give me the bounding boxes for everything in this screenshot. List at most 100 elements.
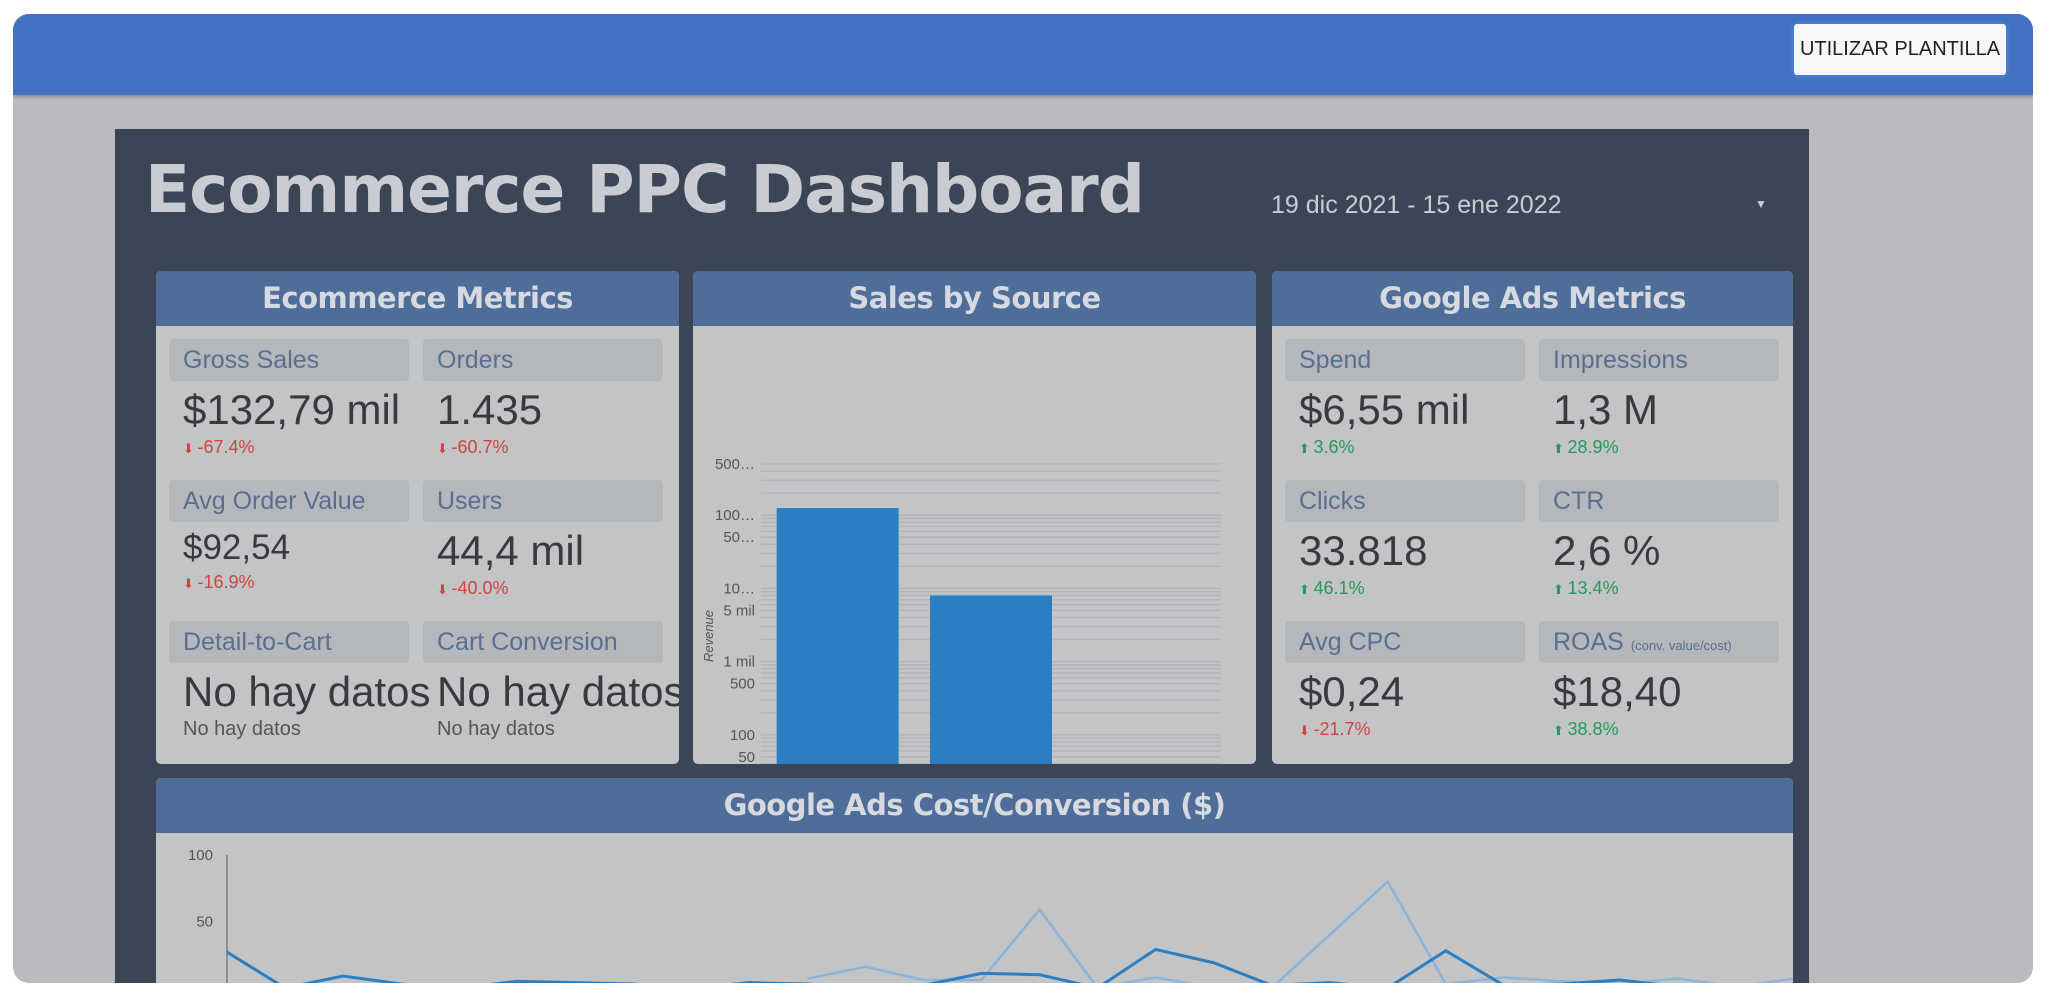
metric-change-text: 38.8% — [1567, 719, 1619, 739]
y-tick-label: 50… — [723, 529, 755, 546]
metric-label-text: ROAS — [1553, 628, 1624, 656]
metric-label: Avg CPC — [1285, 621, 1525, 663]
metric-label-text: Avg CPC — [1299, 628, 1402, 656]
arrow-up-icon: ⬆ — [1299, 441, 1310, 456]
metric-tile: Avg Order Value $92,54 ⬇ -16.9% — [169, 480, 409, 621]
metric-change: ⬆ 38.8% — [1539, 717, 1779, 743]
panel-title: Ecommerce Metrics — [156, 271, 679, 326]
y-tick-label: 100 — [188, 847, 213, 864]
metric-label-text: Avg Order Value — [183, 487, 366, 515]
metric-label: ROAS (conv. value/cost) — [1539, 621, 1779, 663]
metric-change: ⬆ 46.1% — [1285, 576, 1525, 602]
metric-label-text: Detail-to-Cart — [183, 628, 332, 656]
metric-value: 1.435 — [437, 386, 543, 433]
panel-title: Google Ads Cost/Conversion ($) — [156, 778, 1793, 833]
series-line-1 — [226, 947, 1660, 983]
dropdown-caret-icon: ▼ — [1755, 197, 1767, 211]
sales-by-source-panel: Sales by Source 500… 100… 50… 10… 5 mil 1 mil… — [693, 271, 1256, 764]
google-ads-metrics-panel: Google Ads Metrics Spend $6,55 mil ⬆ 3.6% I… — [1272, 271, 1793, 764]
metric-change: ⬆ 3.6% — [1285, 435, 1525, 461]
metric-tile: Avg CPC $0,24 ⬇ -21.7% — [1285, 621, 1525, 762]
metric-tile: Gross Sales $132,79 mil ⬇ -67.4% — [169, 339, 409, 480]
date-range-text: 19 dic 2021 - 15 ene 2022 — [1271, 191, 1562, 219]
metric-change: ⬇ -60.7% — [423, 435, 663, 461]
y-tick-label: 100… — [715, 507, 755, 524]
cost-per-conversion-chart: 100 50 0 — [188, 847, 1793, 983]
metric-value: $18,40 — [1553, 668, 1682, 715]
arrow-down-icon: ⬇ — [1299, 723, 1310, 738]
metric-change-text: -21.7% — [1313, 719, 1371, 739]
metric-label: Gross Sales — [169, 339, 409, 381]
metric-change-text: 13.4% — [1567, 578, 1619, 598]
metric-change-text: No hay datos — [183, 718, 301, 740]
metric-change-text: -67.4% — [197, 437, 255, 457]
metric-label-text: Orders — [437, 346, 514, 374]
metric-tile: Orders 1.435 ⬇ -60.7% — [423, 339, 663, 480]
panel-title: Google Ads Metrics — [1272, 271, 1793, 326]
metric-value: 33.818 — [1299, 527, 1428, 574]
metric-change: ⬇ -67.4% — [169, 435, 409, 461]
arrow-up-icon: ⬆ — [1299, 582, 1310, 597]
metric-label: Users — [423, 480, 663, 522]
arrow-up-icon: ⬆ — [1553, 723, 1564, 738]
metric-value: $6,55 mil — [1299, 386, 1470, 433]
series-line-2 — [807, 879, 1793, 983]
metric-change-text: No hay datos — [437, 718, 555, 740]
metric-label: Avg Order Value — [169, 480, 409, 522]
metric-change-text: -60.7% — [451, 437, 509, 457]
metric-tile: CTR 2,6 % ⬆ 13.4% — [1539, 480, 1779, 621]
metric-change: No hay datos — [169, 717, 409, 743]
dashboard-canvas: Ecommerce PPC Dashboard 19 dic 2021 - 15… — [115, 129, 1809, 983]
page-title: Ecommerce PPC Dashboard — [145, 151, 1145, 228]
metric-sublabel: (conv. value/cost) — [1630, 638, 1732, 653]
y-axis-label: Revenue — [701, 610, 716, 662]
use-template-button[interactable]: UTILIZAR PLANTILLA — [1794, 24, 2006, 75]
y-tick-label: 500… — [715, 456, 755, 473]
metric-change-text: 3.6% — [1313, 437, 1355, 457]
metric-value: No hay datos — [183, 668, 431, 715]
metric-tile: Detail-to-Cart No hay datos No hay datos — [169, 621, 431, 762]
metric-label-text: Spend — [1299, 346, 1372, 374]
bar-direct — [776, 508, 899, 764]
metric-tile: Cart Conversion No hay datos No hay datos — [423, 621, 679, 762]
metric-value: $0,24 — [1299, 668, 1405, 715]
ecommerce-metrics-panel: Ecommerce Metrics Gross Sales $132,79 mil… — [156, 271, 679, 764]
y-tick-label: 100 — [730, 727, 755, 744]
metric-value: 44,4 mil — [437, 527, 585, 574]
metric-label-text: CTR — [1553, 487, 1605, 515]
metric-change-text: 28.9% — [1567, 437, 1619, 457]
arrow-down-icon: ⬇ — [183, 441, 194, 456]
metric-change: ⬆ 28.9% — [1539, 435, 1779, 461]
metric-label: CTR — [1539, 480, 1779, 522]
arrow-down-icon: ⬇ — [437, 441, 448, 456]
metric-tile: Clicks 33.818 ⬆ 46.1% — [1285, 480, 1525, 621]
metric-tile: Impressions 1,3 M ⬆ 28.9% — [1539, 339, 1779, 480]
metric-change-text: 46.1% — [1313, 578, 1365, 598]
metric-change-text: -40.0% — [451, 578, 509, 598]
arrow-down-icon: ⬇ — [437, 582, 448, 597]
metric-change: ⬇ -16.9% — [169, 570, 409, 596]
arrow-up-icon: ⬆ — [1553, 441, 1564, 456]
metric-label: Spend — [1285, 339, 1525, 381]
y-tick-label: 1 mil — [723, 654, 755, 671]
cost-per-conversion-panel: Google Ads Cost/Conversion ($) 100 50 0 — [156, 778, 1793, 983]
metric-label-text: Gross Sales — [183, 346, 320, 374]
metric-change: ⬆ 13.4% — [1539, 576, 1779, 602]
metric-label: Cart Conversion — [423, 621, 663, 663]
template-preview-card: UTILIZAR PLANTILLA Ecommerce PPC Dashboa… — [13, 14, 2033, 983]
metric-tile: Users 44,4 mil ⬇ -40.0% — [423, 480, 663, 621]
y-tick-label: 50 — [738, 749, 755, 764]
metric-change: ⬇ -21.7% — [1285, 717, 1525, 743]
y-tick-label: 500 — [730, 676, 755, 693]
arrow-down-icon: ⬇ — [183, 576, 194, 591]
metric-label: Clicks — [1285, 480, 1525, 522]
metric-label-text: Impressions — [1553, 346, 1688, 374]
metric-value: 1,3 M — [1553, 386, 1659, 433]
metric-value: $132,79 mil — [183, 386, 401, 433]
y-tick-label: 0 — [205, 980, 213, 983]
metric-tile: Spend $6,55 mil ⬆ 3.6% — [1285, 339, 1525, 480]
metric-change-text: -16.9% — [197, 572, 255, 592]
bar-paid-search — [930, 595, 1052, 764]
metric-label-text: Users — [437, 487, 503, 515]
